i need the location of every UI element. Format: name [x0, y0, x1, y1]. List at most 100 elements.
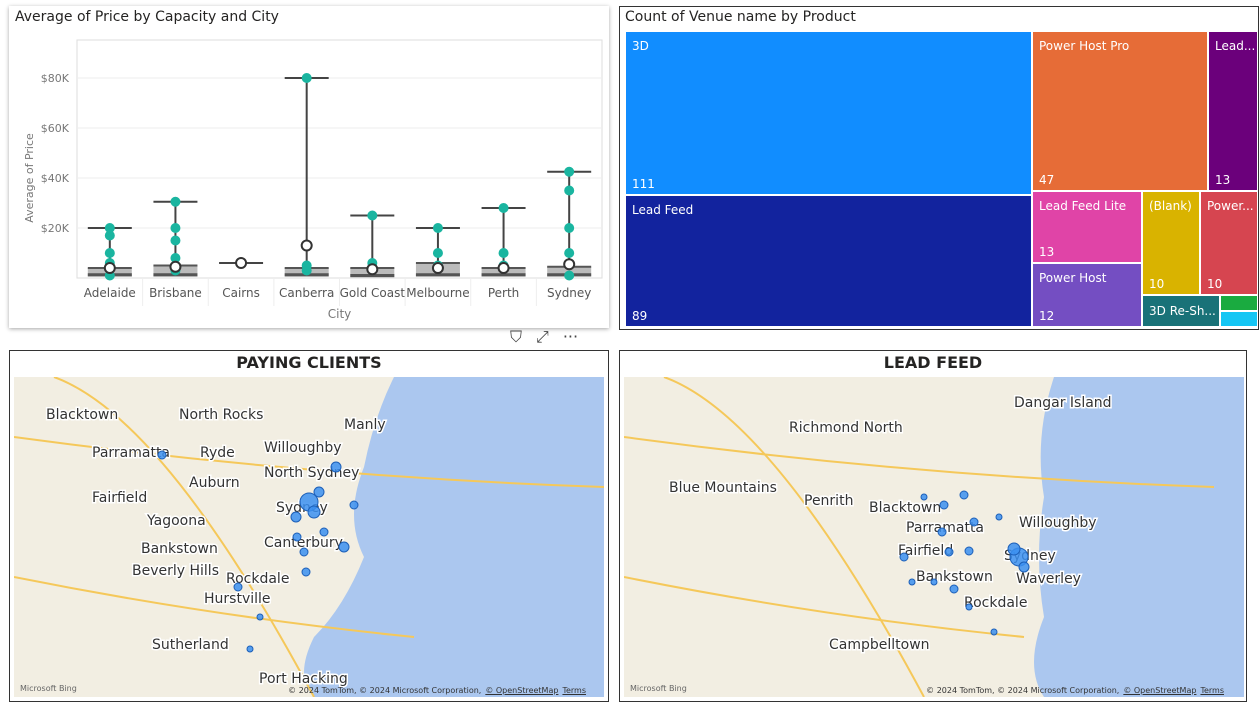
- data-point: [170, 223, 181, 233]
- location-bubble: [292, 532, 302, 542]
- cell-value: 10: [1149, 277, 1165, 291]
- osm-link[interactable]: © OpenStreetMap: [1123, 686, 1197, 695]
- filter-icon[interactable]: ⛉: [510, 327, 523, 346]
- cell-value: 13: [1039, 245, 1055, 259]
- y-tick-label: $40K: [41, 172, 70, 185]
- location-bubble: [338, 541, 350, 553]
- map-canvas[interactable]: Blacktown North Rocks Manly Parramatta Ryde W…: [14, 377, 604, 697]
- treemap-cell[interactable]: Power Host Pro 47: [1032, 31, 1208, 191]
- cell-value: 111: [632, 177, 655, 191]
- data-point: [564, 166, 575, 177]
- place-label: Bankstown: [141, 541, 218, 557]
- data-point: [104, 248, 115, 258]
- location-bubble: [313, 486, 325, 498]
- osm-link[interactable]: © OpenStreetMap: [485, 686, 559, 695]
- y-tick-label: $80K: [41, 72, 70, 85]
- terms-link[interactable]: Terms: [1200, 686, 1224, 695]
- location-bubble: [290, 511, 302, 523]
- location-bubble: [1018, 561, 1030, 573]
- map-attribution: © 2024 TomTom, © 2024 Microsoft Corporat…: [926, 686, 1224, 695]
- place-label: Ryde: [200, 445, 235, 461]
- x-tick-label: Canberra: [279, 286, 334, 300]
- data-point: [564, 248, 575, 258]
- cell-value: 10: [1207, 277, 1223, 291]
- cell-label: 3D Re-Sh...: [1149, 304, 1216, 318]
- map-canvas[interactable]: Dangar Island Richmond North Blue Mountain…: [624, 377, 1244, 697]
- more-options-icon[interactable]: ···: [562, 327, 579, 346]
- data-point: [498, 248, 509, 258]
- treemap-cell[interactable]: Power... 10: [1200, 191, 1258, 295]
- cell-value: 13: [1215, 173, 1231, 187]
- place-label: Parramatta: [92, 445, 170, 461]
- road: [663, 377, 925, 697]
- box-chart-title: Average of Price by Capacity and City: [15, 9, 279, 25]
- data-point: [104, 223, 115, 233]
- bing-logo: Microsoft Bing: [630, 684, 687, 693]
- cell-label: Power Host: [1039, 271, 1107, 285]
- data-point: [104, 230, 115, 241]
- cell-value: 47: [1039, 173, 1055, 187]
- location-bubble: [939, 500, 949, 510]
- treemap-cell[interactable]: 3D Re-Sh...: [1142, 295, 1220, 327]
- location-bubble: [937, 527, 947, 537]
- location-bubble: [246, 645, 254, 653]
- data-point: [432, 223, 443, 233]
- place-label: Fairfield: [898, 543, 953, 559]
- place-label: Auburn: [189, 475, 240, 491]
- place-label: Yagoona: [146, 513, 206, 529]
- y-tick-label: $20K: [41, 222, 70, 235]
- cell-value: 89: [632, 309, 648, 323]
- mean-marker: [563, 258, 576, 271]
- place-label: Dangar Island: [1014, 395, 1112, 411]
- location-bubble: [959, 490, 969, 500]
- place-label: Penrith: [804, 493, 853, 509]
- place-label: Willoughby: [1019, 515, 1097, 531]
- bing-logo: Microsoft Bing: [20, 684, 77, 693]
- location-bubble: [319, 527, 329, 537]
- map-paying-clients[interactable]: PAYING CLIENTS Blacktown North Rocks Manly…: [9, 350, 609, 702]
- treemap-cell[interactable]: [1220, 295, 1258, 311]
- data-point: [498, 203, 509, 213]
- data-point: [301, 265, 312, 276]
- treemap-visual[interactable]: Count of Venue name by Product 3D 111 Lead…: [619, 6, 1259, 330]
- place-label: Beverly Hills: [132, 563, 219, 579]
- x-tick-label: Gold Coast: [340, 286, 406, 300]
- location-bubble: [964, 546, 974, 556]
- place-label: Canterbury: [264, 535, 343, 551]
- y-axis-label: Average of Price: [23, 133, 36, 223]
- cell-label: Lead...: [1215, 39, 1256, 53]
- treemap-cell[interactable]: Lead Feed 89: [625, 195, 1032, 327]
- cell-value: 12: [1039, 309, 1055, 323]
- data-point: [301, 73, 312, 83]
- terms-link[interactable]: Terms: [562, 686, 586, 695]
- place-label: Willoughby: [264, 440, 342, 456]
- cell-label: Power...: [1207, 199, 1254, 213]
- place-label: Campbelltown: [829, 637, 930, 653]
- cell-label: 3D: [632, 39, 649, 53]
- treemap-cell[interactable]: Lead Feed Lite 13: [1032, 191, 1142, 263]
- map-lead-feed[interactable]: LEAD FEED Dangar Island Richmond North Blu…: [619, 350, 1247, 702]
- treemap-cell[interactable]: 3D 111: [625, 31, 1032, 195]
- mean-marker: [103, 262, 116, 274]
- treemap-cell[interactable]: [1220, 311, 1258, 327]
- treemap-cell[interactable]: Lead... 13: [1208, 31, 1258, 191]
- road: [53, 377, 315, 697]
- place-label: Fairfield: [92, 490, 147, 506]
- data-point: [432, 248, 443, 258]
- treemap-cell[interactable]: (Blank) 10: [1142, 191, 1200, 295]
- box-plot-visual[interactable]: Average of Price by Capacity and City $2…: [9, 6, 609, 328]
- place-label: Rockdale: [964, 595, 1027, 611]
- data-point: [170, 235, 181, 246]
- focus-mode-icon[interactable]: ⤢: [536, 327, 549, 346]
- location-bubble: [930, 578, 938, 586]
- treemap-cell[interactable]: Power Host 12: [1032, 263, 1142, 327]
- data-point: [170, 253, 181, 263]
- box-plot-svg: $20K $40K $60K $80K Average of Price City Adel…: [23, 39, 603, 321]
- cell-label: Power Host Pro: [1039, 39, 1130, 53]
- place-label: Port Hacking: [259, 671, 348, 687]
- location-bubble: [301, 567, 311, 577]
- location-bubble: [965, 603, 973, 611]
- place-label: Sutherland: [152, 637, 229, 653]
- mean-marker: [300, 239, 313, 252]
- x-tick-label: Brisbane: [149, 286, 202, 300]
